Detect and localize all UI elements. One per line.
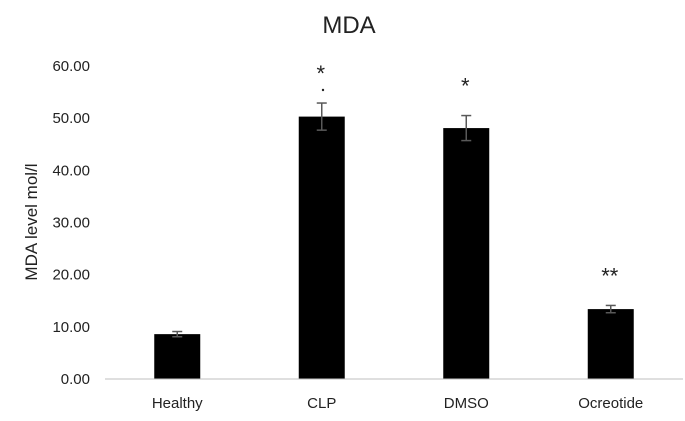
y-axis-label: MDA level mol/l <box>22 163 41 280</box>
error-bar-clp <box>316 102 327 131</box>
annotation-dot <box>321 88 325 92</box>
annotation-clp: * <box>316 61 325 86</box>
error-bars <box>172 102 616 338</box>
x-axis-ticks: Healthy CLP DMSO Ocreotide <box>152 395 643 412</box>
chart-title: MDA <box>322 12 375 39</box>
annotation-ocreotide: ** <box>601 263 619 288</box>
bar-clp <box>298 116 345 379</box>
y-tick-label: 50.00 <box>52 110 90 127</box>
x-tick-label: DMSO <box>444 395 489 412</box>
bar-dmso <box>443 128 490 379</box>
error-bar-dmso <box>461 114 472 142</box>
y-tick-label: 20.00 <box>52 267 90 284</box>
y-axis-ticks: 0.00 10.00 20.00 30.00 40.00 50.00 60.00 <box>52 58 90 388</box>
annotation-dmso: * <box>461 74 470 99</box>
x-tick-label: Ocreotide <box>578 395 643 412</box>
bars <box>154 116 634 379</box>
y-tick-label: 10.00 <box>52 319 90 336</box>
y-tick-label: 30.00 <box>52 215 90 232</box>
y-tick-label: 0.00 <box>61 371 90 388</box>
x-tick-label: CLP <box>307 395 336 412</box>
bar-ocreotide <box>587 309 634 379</box>
x-tick-label: Healthy <box>152 395 203 412</box>
y-tick-label: 60.00 <box>52 58 90 75</box>
significance-annotations: **** <box>316 61 618 288</box>
y-tick-label: 40.00 <box>52 162 90 179</box>
error-bar-healthy <box>172 330 183 338</box>
error-bar-ocreotide <box>605 304 616 314</box>
bar-healthy <box>154 334 201 379</box>
